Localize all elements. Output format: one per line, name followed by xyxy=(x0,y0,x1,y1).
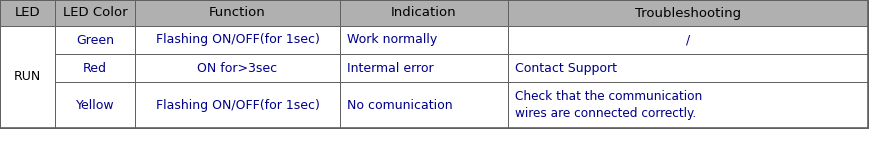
Text: Intermal error: Intermal error xyxy=(347,62,433,74)
Bar xyxy=(0,26,55,54)
Bar xyxy=(135,26,340,54)
Text: Function: Function xyxy=(210,7,266,20)
Bar xyxy=(340,26,508,54)
Bar xyxy=(0,26,55,128)
Bar xyxy=(0,0,868,128)
Bar xyxy=(340,0,508,26)
Bar xyxy=(508,26,868,54)
Text: Indication: Indication xyxy=(392,7,456,20)
Text: ON for>3sec: ON for>3sec xyxy=(197,62,278,74)
Bar xyxy=(340,82,508,128)
Text: Troubleshooting: Troubleshooting xyxy=(635,7,741,20)
Text: Contact Support: Contact Support xyxy=(515,62,617,74)
Text: No comunication: No comunication xyxy=(347,99,453,111)
Bar xyxy=(135,82,340,128)
Bar xyxy=(55,0,135,26)
Text: Green: Green xyxy=(76,33,114,46)
Bar xyxy=(0,82,55,128)
Bar xyxy=(135,54,340,82)
Text: RUN: RUN xyxy=(14,70,41,83)
Text: Check that the communication
wires are connected correctly.: Check that the communication wires are c… xyxy=(515,90,702,120)
Text: Flashing ON/OFF(for 1sec): Flashing ON/OFF(for 1sec) xyxy=(155,33,320,46)
Bar xyxy=(0,54,55,82)
Text: Work normally: Work normally xyxy=(347,33,438,46)
Bar xyxy=(0,0,55,26)
Text: /: / xyxy=(686,33,690,46)
Bar xyxy=(55,82,135,128)
Text: Red: Red xyxy=(83,62,107,74)
Bar xyxy=(55,54,135,82)
Bar xyxy=(508,54,868,82)
Bar xyxy=(340,54,508,82)
Text: Flashing ON/OFF(for 1sec): Flashing ON/OFF(for 1sec) xyxy=(155,99,320,111)
Bar xyxy=(508,82,868,128)
Text: LED: LED xyxy=(15,7,40,20)
Text: LED Color: LED Color xyxy=(63,7,127,20)
Bar xyxy=(508,0,868,26)
Text: Yellow: Yellow xyxy=(75,99,115,111)
Bar xyxy=(55,26,135,54)
Bar xyxy=(135,0,340,26)
